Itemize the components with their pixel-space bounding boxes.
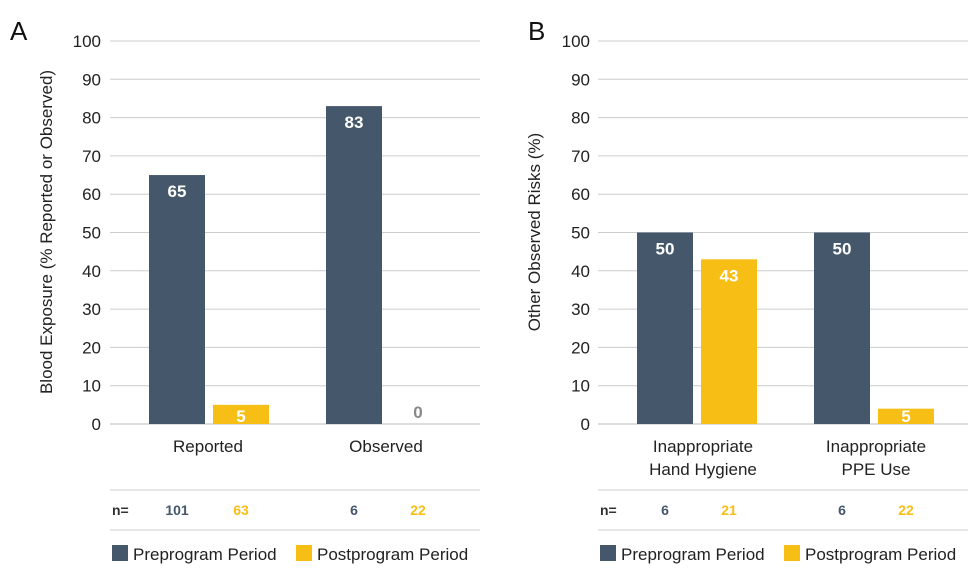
legend-label-postprogram: Postprogram Period	[805, 545, 956, 564]
n-value: 6	[661, 502, 669, 518]
y-tick-label: 40	[571, 262, 590, 281]
legend-swatch-preprogram	[600, 545, 616, 561]
panel-letter: B	[528, 16, 545, 46]
legend-swatch-preprogram	[112, 545, 128, 561]
x-category-label: Hand Hygiene	[649, 460, 757, 479]
bar-value-label: 5	[236, 407, 245, 426]
y-tick-label: 40	[82, 262, 101, 281]
legend-label-preprogram: Preprogram Period	[621, 545, 765, 564]
y-tick-label: 50	[82, 224, 101, 243]
x-category-label: Reported	[173, 437, 243, 456]
bar-preprogram	[326, 106, 382, 425]
y-tick-label: 0	[581, 415, 590, 434]
y-tick-label: 10	[571, 377, 590, 396]
legend-label-postprogram: Postprogram Period	[317, 545, 468, 564]
y-tick-label: 70	[82, 147, 101, 166]
bar-value-label: 5	[901, 407, 910, 426]
bar-value-label: 0	[413, 403, 422, 422]
bar-value-label: 50	[833, 240, 852, 259]
y-tick-label: 90	[571, 70, 590, 89]
y-tick-label: 20	[82, 338, 101, 357]
y-tick-label: 100	[73, 32, 101, 51]
bar-value-label: 83	[345, 113, 364, 132]
y-axis-label: Other Observed Risks (%)	[525, 133, 544, 331]
panel-letter: A	[10, 16, 28, 46]
bar-value-label: 50	[656, 240, 675, 259]
legend-swatch-postprogram	[296, 545, 312, 561]
y-tick-label: 30	[82, 300, 101, 319]
y-tick-label: 50	[571, 224, 590, 243]
legend-label-preprogram: Preprogram Period	[133, 545, 277, 564]
x-category-label: PPE Use	[842, 460, 911, 479]
y-tick-label: 10	[82, 377, 101, 396]
y-tick-label: 80	[82, 109, 101, 128]
n-row-label: n=	[600, 502, 617, 518]
y-tick-label: 100	[562, 32, 590, 51]
y-tick-label: 20	[571, 338, 590, 357]
y-tick-label: 60	[82, 185, 101, 204]
bar-postprogram	[701, 259, 757, 424]
bar-postprogram	[213, 404, 269, 424]
y-axis-label: Blood Exposure (% Reported or Observed)	[37, 70, 56, 394]
n-value: 21	[721, 502, 737, 518]
n-value: 6	[838, 502, 846, 518]
x-category-label: Observed	[349, 437, 423, 456]
y-tick-label: 60	[571, 185, 590, 204]
bar-postprogram	[878, 408, 934, 424]
y-tick-label: 30	[571, 300, 590, 319]
bar-value-label: 65	[168, 182, 187, 201]
y-tick-label: 0	[92, 415, 101, 434]
bar-preprogram	[814, 232, 870, 424]
n-value: 6	[350, 502, 358, 518]
x-category-label: Inappropriate	[653, 437, 753, 456]
bar-preprogram	[149, 175, 205, 424]
y-tick-label: 70	[571, 147, 590, 166]
legend-swatch-postprogram	[784, 545, 800, 561]
n-value: 22	[410, 502, 426, 518]
y-tick-label: 90	[82, 70, 101, 89]
n-value: 101	[165, 502, 189, 518]
n-row-label: n=	[112, 502, 129, 518]
n-value: 22	[898, 502, 914, 518]
x-category-label: Inappropriate	[826, 437, 926, 456]
bar-preprogram	[637, 232, 693, 424]
n-value: 63	[233, 502, 249, 518]
bar-value-label: 43	[720, 266, 739, 285]
y-tick-label: 80	[571, 109, 590, 128]
